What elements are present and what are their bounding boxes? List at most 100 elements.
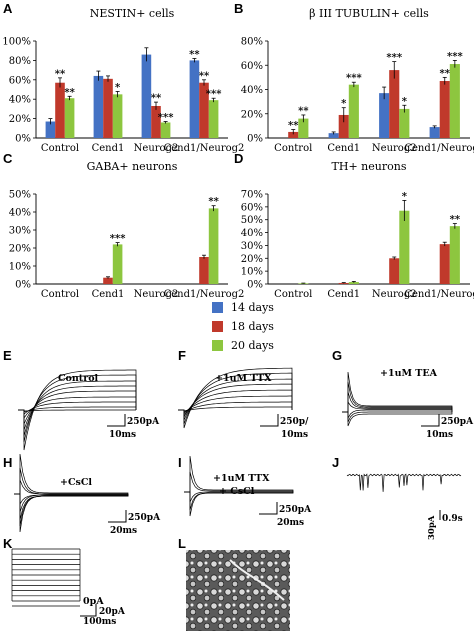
bar-20-days xyxy=(298,283,309,284)
bar-20-days xyxy=(112,244,123,284)
trace-i xyxy=(184,455,294,517)
scale-k-time: 100ms xyxy=(83,617,116,627)
chart-c: GABA+ neurons 0% 10% 20% 30% 40% 50% Control Cen… xyxy=(9,160,245,300)
legend-label: 18 days xyxy=(231,320,274,333)
scale-k-current: 20pA xyxy=(99,607,126,617)
significance-label: *** xyxy=(158,113,174,124)
y-tick-label: 30% xyxy=(241,241,263,252)
panel-letter-g: G xyxy=(332,348,343,363)
significance-label: ** xyxy=(450,215,461,226)
y-tick-label: 80% xyxy=(241,37,263,48)
bar-14-days xyxy=(189,60,200,138)
trace-h-label: +CsCl xyxy=(60,477,92,488)
legend-label: 14 days xyxy=(231,301,274,314)
step-edge xyxy=(11,549,81,601)
trace-h xyxy=(14,453,129,533)
x-tick-label: Control xyxy=(274,289,312,300)
y-tick-label: 20% xyxy=(9,114,31,125)
bar-18-days xyxy=(338,282,349,284)
significance-label: ** xyxy=(440,68,451,79)
bar-18-days xyxy=(288,131,299,138)
significance-label: ** xyxy=(64,87,75,98)
current-sweep xyxy=(184,491,293,503)
scale-i-time: 20ms xyxy=(277,518,304,528)
bar-18-days xyxy=(151,105,161,138)
significance-label: * xyxy=(115,82,121,93)
significance-label: ** xyxy=(288,121,299,132)
scale-g-time: 10ms xyxy=(426,430,453,440)
panel-letter-k: K xyxy=(3,536,13,551)
y-tick-label: 20% xyxy=(241,109,263,120)
trace-i-label: +1uM TTX xyxy=(213,473,270,484)
chart-title-d: TH+ neurons xyxy=(332,160,407,173)
chart-title-a: NESTIN+ cells xyxy=(90,7,175,20)
significance-label: ** xyxy=(208,197,219,208)
trace-g-label: +1uM TEA xyxy=(380,368,438,379)
panel-letter-i: I xyxy=(178,455,182,470)
x-tick-label: Cend1 xyxy=(327,289,360,300)
current-sweep xyxy=(14,479,128,495)
scale-f-time: 10ms xyxy=(281,430,308,440)
bar-20-days xyxy=(449,226,460,284)
legend-swatch-green xyxy=(212,340,223,351)
trace-j xyxy=(346,473,462,520)
current-sweep xyxy=(18,396,137,420)
bar-20-days xyxy=(112,94,123,138)
y-tick-label: 70% xyxy=(241,190,263,201)
panel-letter-a: A xyxy=(3,1,13,16)
current-sweep xyxy=(178,367,293,429)
y-tick-label: 0% xyxy=(15,280,31,291)
trace-i-label2: + CsCl xyxy=(219,486,255,497)
current-sweep xyxy=(342,411,452,423)
scale-f-current: 250p/ xyxy=(280,417,309,427)
bar-18-days xyxy=(439,244,450,284)
significance-label: *** xyxy=(110,234,126,245)
current-sweep xyxy=(14,493,129,521)
x-tick-label: Neurog2 xyxy=(372,289,417,300)
panel-letter-e: E xyxy=(3,348,12,363)
x-tick-label: Cend1/Neurog2 xyxy=(164,143,245,154)
chart-title-c: GABA+ neurons xyxy=(87,160,178,173)
x-tick-label: Control xyxy=(41,143,79,154)
x-tick-label: Control xyxy=(274,143,312,154)
micrograph-neurite xyxy=(229,559,285,601)
panel-letter-b: B xyxy=(234,1,244,16)
bar-20-days xyxy=(399,210,410,284)
trace-f-label: +1uM TTX xyxy=(215,373,272,384)
bar-14-days xyxy=(379,93,390,138)
current-sweep xyxy=(178,389,293,417)
legend-swatch-red xyxy=(212,321,223,332)
significance-label: ** xyxy=(189,49,200,60)
trace-e-label: Control xyxy=(58,373,99,384)
trace-e xyxy=(18,369,137,451)
scale-bar-h xyxy=(108,510,127,523)
current-sweep xyxy=(342,381,453,413)
bar-20-days xyxy=(64,98,75,138)
scale-g-current: 250pA xyxy=(441,417,474,427)
bar-20-days xyxy=(208,100,219,138)
y-tick-label: 0% xyxy=(247,134,263,145)
bar-14-days xyxy=(93,75,104,138)
current-sweep xyxy=(14,453,129,495)
significance-label: *** xyxy=(386,53,402,64)
scale-h-time: 20ms xyxy=(110,526,137,536)
significance-label: ** xyxy=(298,106,309,117)
x-tick-label: Neurog2 xyxy=(134,289,179,300)
significance-label: ** xyxy=(199,71,210,82)
significance-label: * xyxy=(402,191,408,202)
bar-18-days xyxy=(389,70,400,138)
y-tick-label: 50% xyxy=(9,190,31,201)
y-tick-label: 0% xyxy=(247,280,263,291)
bar-20-days xyxy=(208,208,219,284)
chart-d: TH+ neurons 0% 10% 20% 30% 40% 50% 60%70% Contro… xyxy=(241,160,474,300)
scale-bar-line xyxy=(108,510,127,523)
current-sweep xyxy=(18,385,137,431)
scale-h-current: 250pA xyxy=(128,513,161,523)
current-sweep xyxy=(342,411,453,427)
current-sweep xyxy=(342,400,453,413)
y-tick-label: 40% xyxy=(241,228,263,239)
current-sweep xyxy=(178,383,293,419)
trace-k-label: 0pA xyxy=(83,596,104,607)
x-tick-label: Cend1/Neurog2 xyxy=(404,289,474,300)
